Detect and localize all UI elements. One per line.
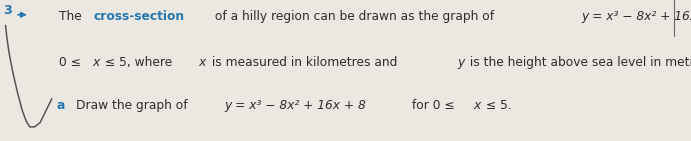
Text: y = x³ − 8x² + 16x + 8 for: y = x³ − 8x² + 16x + 8 for	[581, 10, 691, 23]
Text: ≤ 5.: ≤ 5.	[482, 99, 512, 112]
Text: is the height above sea level in metres.: is the height above sea level in metres.	[466, 56, 691, 69]
Text: 0 ≤: 0 ≤	[59, 56, 84, 69]
Text: is measured in kilometres and: is measured in kilometres and	[207, 56, 401, 69]
Text: ≤ 5, where: ≤ 5, where	[102, 56, 176, 69]
Text: y: y	[457, 56, 464, 69]
Text: x: x	[92, 56, 100, 69]
Text: y = x³ − 8x² + 16x + 8: y = x³ − 8x² + 16x + 8	[225, 99, 366, 112]
Text: x: x	[473, 99, 480, 112]
Text: for 0 ≤: for 0 ≤	[408, 99, 458, 112]
Text: a: a	[57, 99, 65, 112]
Text: The: The	[59, 10, 86, 23]
Text: cross-section: cross-section	[93, 10, 184, 23]
Text: Draw the graph of: Draw the graph of	[76, 99, 191, 112]
Text: of a hilly region can be drawn as the graph of: of a hilly region can be drawn as the gr…	[211, 10, 498, 23]
Text: x: x	[198, 56, 205, 69]
Text: 3: 3	[3, 4, 12, 17]
